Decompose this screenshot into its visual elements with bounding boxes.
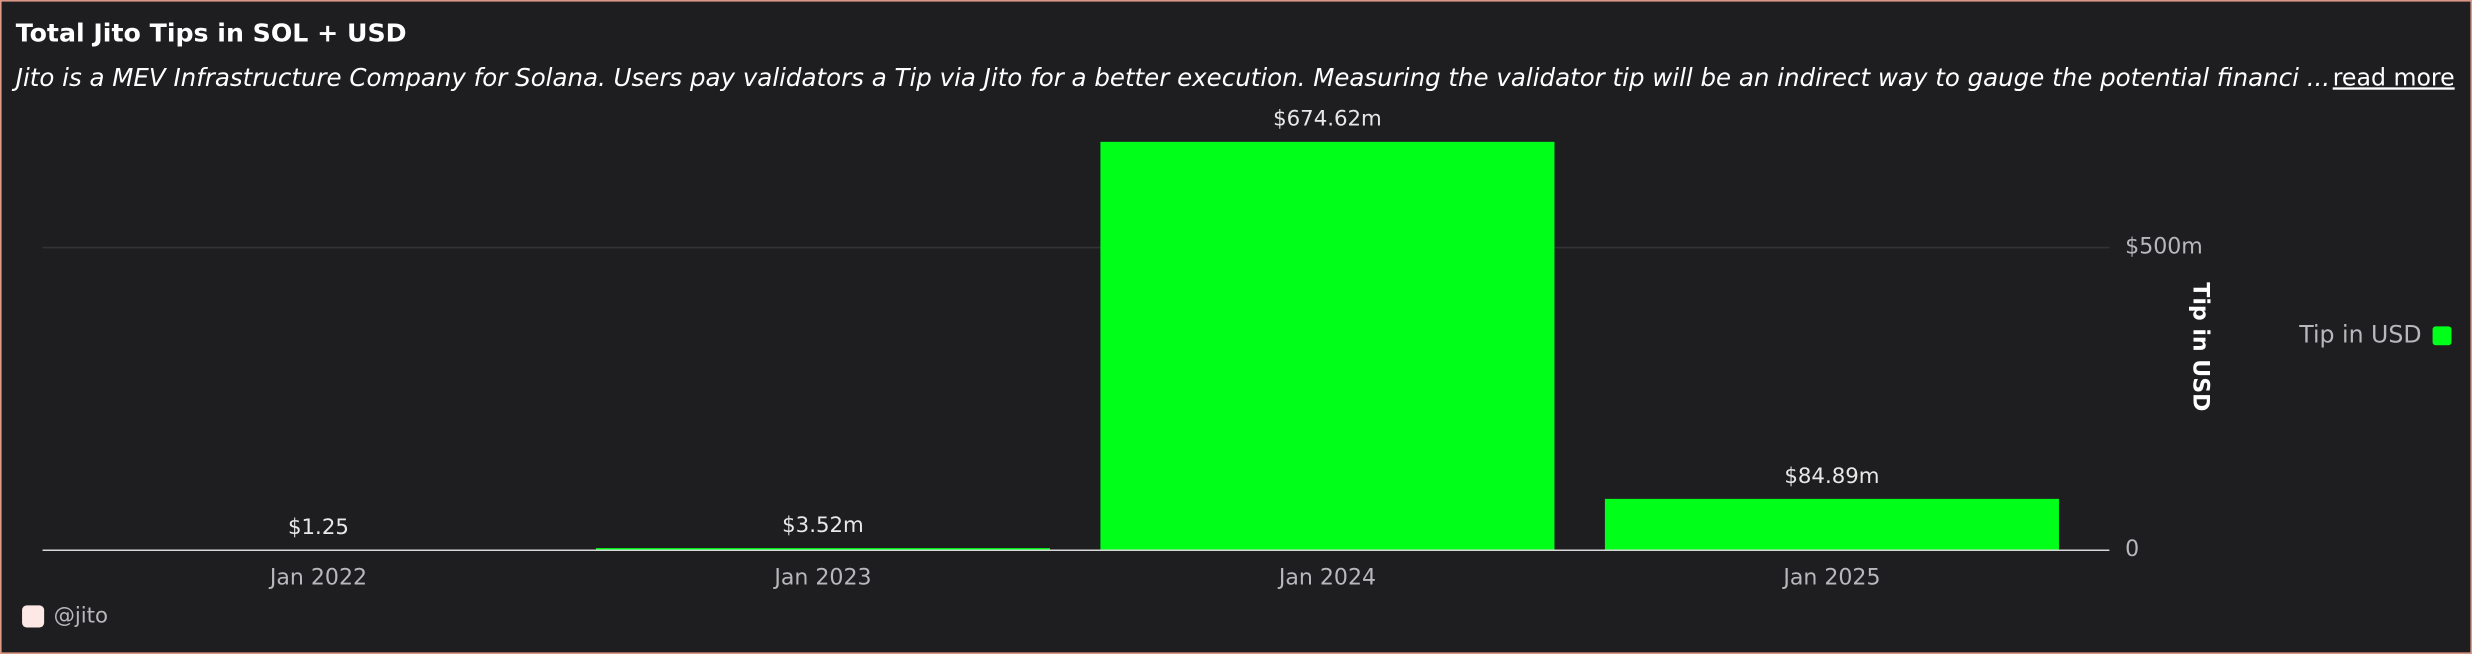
value-label: $674.62m bbox=[1273, 107, 1382, 132]
read-more-link[interactable]: read more bbox=[2333, 63, 2455, 91]
legend-swatch bbox=[2432, 326, 2452, 346]
bar bbox=[1604, 498, 2059, 551]
bar bbox=[595, 548, 1050, 551]
bar bbox=[1100, 141, 1555, 551]
source-icon bbox=[22, 605, 45, 628]
y-axis-title: Tip in USD bbox=[2187, 282, 2212, 411]
value-label: $3.52m bbox=[782, 513, 864, 538]
value-label: $1.25 bbox=[288, 515, 349, 540]
x-tick-label: Jan 2024 bbox=[1277, 566, 1376, 591]
x-tick-label: Jan 2022 bbox=[268, 566, 367, 591]
chart-title: Total Jito Tips in SOL + USD bbox=[16, 19, 407, 48]
x-tick-label: Jan 2023 bbox=[772, 566, 871, 591]
chart-subtitle: Jito is a MEV Infrastructure Company for… bbox=[11, 63, 2330, 92]
y-tick-label: $500m bbox=[2125, 235, 2203, 260]
y-tick-label: 0 bbox=[2125, 537, 2139, 562]
legend-label: Tip in USD bbox=[2298, 320, 2421, 348]
x-tick-label: Jan 2025 bbox=[1781, 566, 1880, 591]
value-label: $84.89m bbox=[1784, 464, 1879, 489]
source: @jito bbox=[54, 603, 108, 628]
